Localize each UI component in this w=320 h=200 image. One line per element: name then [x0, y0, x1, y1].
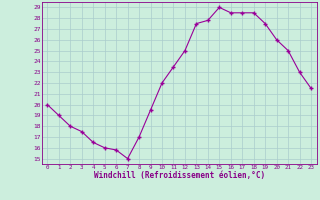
X-axis label: Windchill (Refroidissement éolien,°C): Windchill (Refroidissement éolien,°C): [94, 171, 265, 180]
